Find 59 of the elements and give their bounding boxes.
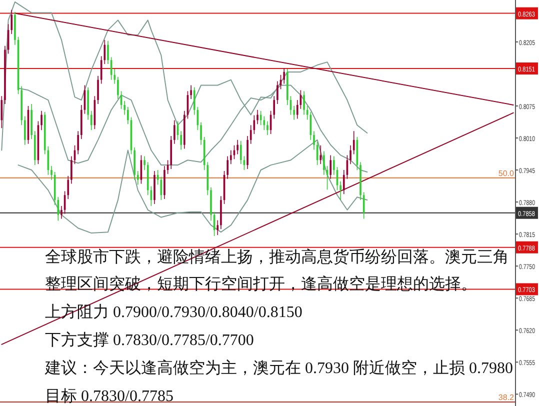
candlestick [296,100,298,120]
candlestick [352,130,355,155]
candlestick [293,106,295,120]
candlestick [127,106,129,125]
candlestick [313,130,315,150]
candlestick [104,40,106,64]
candlestick [124,100,126,116]
candlestick [160,176,162,200]
candlestick [174,120,176,144]
annotation: 下方支撑 0.7830/0.7785/0.7700 [45,331,254,349]
candlestick [50,166,52,180]
line-series [18,139,368,234]
candlestick [107,40,109,64]
candlestick [323,150,325,176]
annotation: 建议：今天以逢高做空为主，澳元在 0.7930 附近做空，止损 0.7980 [44,359,513,377]
candlestick [216,220,219,236]
candlestick [276,80,278,104]
candlestick [230,150,232,164]
candlestick [190,84,192,100]
candlestick [180,130,182,150]
candlestick [240,140,242,164]
candlestick [97,75,99,104]
candlestick [24,116,26,146]
candlestick [320,144,322,164]
candlestick [236,140,238,155]
candlestick [266,120,268,136]
candlestick [330,154,332,180]
candlestick [193,86,196,116]
candlestick [0,96,3,129]
candlestick [10,9,13,34]
candlestick [306,106,308,120]
candlestick [283,68,285,84]
candlestick [70,156,72,184]
annotation: 38.2 [498,393,515,402]
candlestick [136,170,139,186]
candlestick [263,116,266,130]
candlestick [226,156,229,180]
candlestick [90,110,92,130]
candlestick [310,111,312,140]
candlestick [256,109,258,125]
candlestick [114,68,116,84]
candlestick [303,90,305,116]
candlestick [100,56,102,84]
candlestick [273,96,276,120]
candlestick [200,122,202,146]
candlestick [340,180,342,200]
candlestick [333,156,335,176]
candlestick [77,130,79,155]
candlestick [117,76,119,100]
candlestick [60,206,62,220]
candlestick [144,156,146,170]
candlestick [250,124,252,144]
candlestick [67,176,70,200]
candlestick [57,196,60,222]
annotation: 目标 0.7830/0.7785 [45,388,174,405]
annotation: 50.0 [498,168,515,178]
candlestick [350,144,352,164]
candlestick [342,170,345,195]
candlestick [40,110,42,130]
